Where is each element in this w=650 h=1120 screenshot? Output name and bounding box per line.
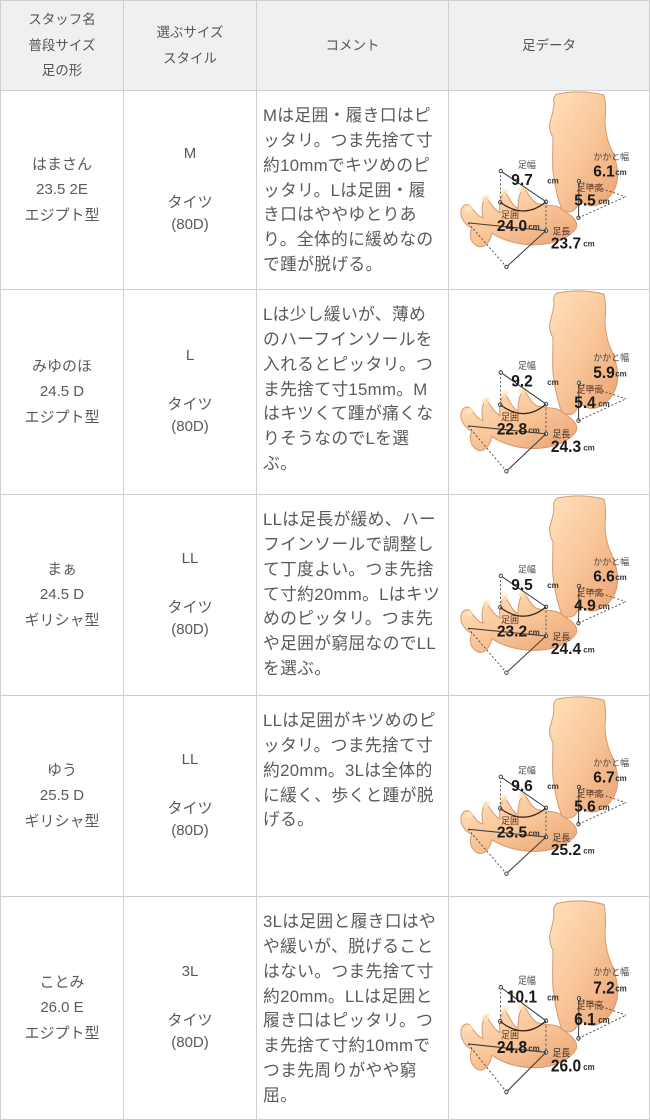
- svg-text:かかと幅: かかと幅: [593, 755, 629, 769]
- svg-text:足幅: 足幅: [518, 972, 536, 987]
- svg-text:cm: cm: [528, 223, 540, 232]
- svg-text:6.1: 6.1: [593, 163, 615, 180]
- svg-text:cm: cm: [615, 774, 627, 783]
- svg-text:cm: cm: [528, 426, 540, 435]
- svg-text:9.7: 9.7: [511, 172, 533, 189]
- svg-text:23.2: 23.2: [497, 623, 527, 640]
- svg-text:cm: cm: [615, 369, 627, 378]
- svg-text:7.2: 7.2: [593, 979, 615, 998]
- svg-text:24.8: 24.8: [497, 1038, 527, 1057]
- svg-text:足幅: 足幅: [518, 762, 536, 776]
- svg-text:cm: cm: [547, 581, 559, 590]
- svg-text:23.7: 23.7: [551, 235, 581, 252]
- svg-text:23.5: 23.5: [497, 824, 527, 841]
- svg-text:5.6: 5.6: [574, 798, 596, 815]
- svg-text:5.5: 5.5: [574, 192, 596, 209]
- svg-text:足幅: 足幅: [518, 561, 536, 575]
- svg-text:cm: cm: [583, 645, 595, 654]
- svg-text:cm: cm: [615, 573, 627, 582]
- svg-text:5.9: 5.9: [593, 365, 615, 383]
- svg-text:cm: cm: [598, 803, 610, 812]
- svg-text:9.2: 9.2: [511, 373, 533, 391]
- svg-text:cm: cm: [615, 168, 627, 177]
- svg-text:cm: cm: [598, 197, 610, 206]
- svg-text:かかと幅: かかと幅: [593, 554, 629, 568]
- svg-text:足幅: 足幅: [518, 157, 536, 171]
- svg-text:6.7: 6.7: [593, 769, 615, 786]
- svg-text:かかと幅: かかと幅: [593, 964, 629, 979]
- svg-text:cm: cm: [583, 240, 595, 249]
- svg-text:10.1: 10.1: [507, 988, 537, 1007]
- svg-text:cm: cm: [547, 782, 559, 791]
- svg-text:cm: cm: [598, 399, 610, 408]
- svg-text:6.1: 6.1: [574, 1010, 596, 1029]
- svg-text:24.0: 24.0: [497, 218, 527, 235]
- svg-text:24.4: 24.4: [551, 641, 581, 658]
- svg-text:4.9: 4.9: [574, 597, 596, 614]
- svg-text:26.0: 26.0: [551, 1057, 581, 1076]
- svg-text:cm: cm: [547, 378, 559, 387]
- svg-text:9.5: 9.5: [511, 577, 533, 594]
- svg-text:cm: cm: [598, 1015, 610, 1026]
- svg-text:かかと幅: かかと幅: [593, 350, 629, 364]
- svg-text:5.4: 5.4: [574, 395, 596, 413]
- svg-text:足幅: 足幅: [518, 358, 536, 372]
- svg-text:cm: cm: [528, 628, 540, 637]
- svg-text:かかと幅: かかと幅: [593, 149, 629, 163]
- svg-text:24.3: 24.3: [551, 439, 581, 457]
- svg-text:cm: cm: [583, 443, 595, 452]
- svg-text:cm: cm: [528, 829, 540, 838]
- svg-text:6.6: 6.6: [593, 568, 615, 585]
- svg-text:22.8: 22.8: [497, 421, 527, 439]
- svg-text:cm: cm: [615, 983, 627, 994]
- svg-text:9.6: 9.6: [511, 778, 533, 795]
- svg-text:cm: cm: [583, 1061, 595, 1072]
- svg-text:cm: cm: [583, 846, 595, 855]
- svg-text:cm: cm: [547, 176, 559, 185]
- svg-text:25.2: 25.2: [551, 842, 581, 859]
- svg-text:cm: cm: [528, 1043, 540, 1054]
- svg-text:cm: cm: [547, 992, 559, 1003]
- svg-text:cm: cm: [598, 602, 610, 611]
